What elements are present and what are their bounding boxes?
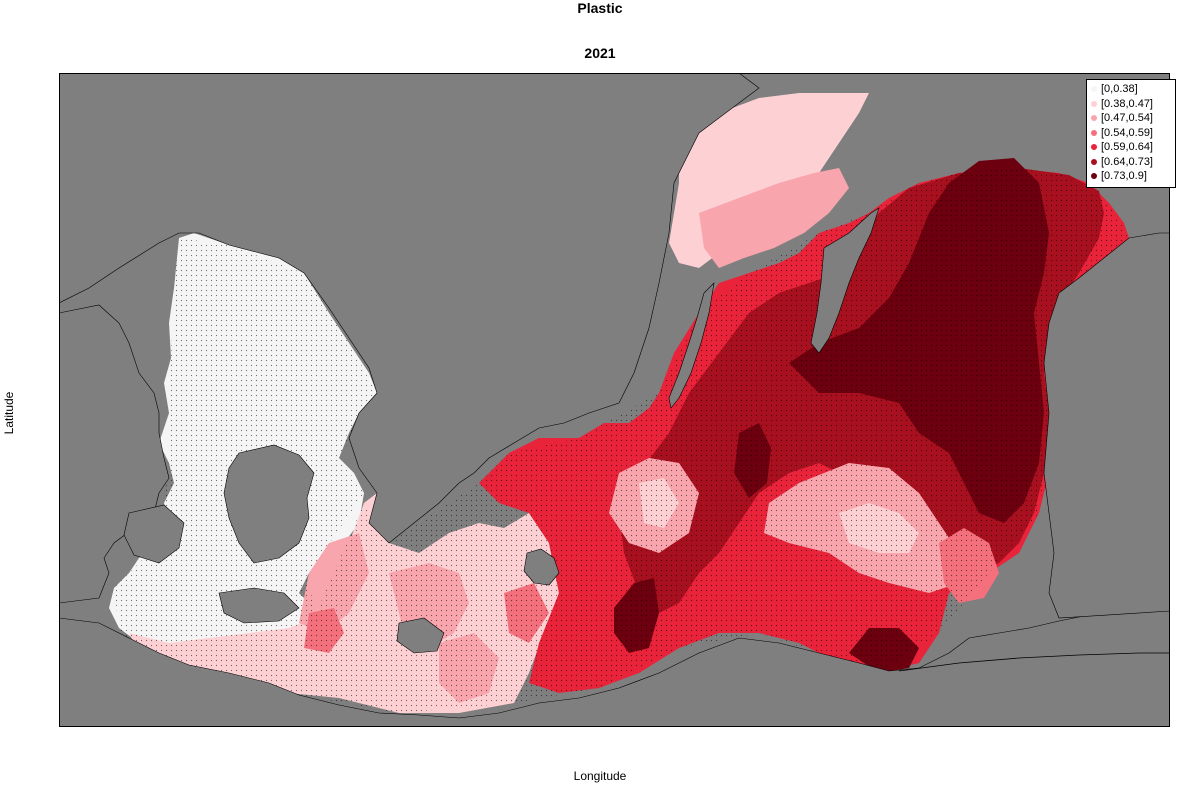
legend-swatch — [1091, 129, 1097, 136]
map-frame — [59, 73, 1170, 727]
legend-label: [0.54,0.59] — [1101, 126, 1153, 139]
map-panel — [59, 73, 1170, 727]
figure-title: Plastic — [577, 0, 623, 16]
legend-item: [0.38,0.47] — [1091, 97, 1171, 112]
legend-item: [0.47,0.54] — [1091, 111, 1171, 126]
legend: [0,0.38] [0.38,0.47] [0.47,0.54] [0.54,0.59… — [1086, 79, 1176, 188]
legend-swatch — [1091, 173, 1097, 180]
land-funen — [123, 504, 185, 564]
land-sweden — [59, 73, 760, 544]
figure-subtitle: 2021 — [584, 45, 616, 61]
legend-item: [0.54,0.59] — [1091, 126, 1171, 141]
legend-label: [0,0.38] — [1101, 83, 1138, 96]
legend-item: [0,0.38] — [1091, 82, 1171, 97]
legend-swatch — [1091, 144, 1097, 151]
y-axis-label: Latitude — [2, 391, 16, 435]
land-jutland — [59, 304, 170, 604]
legend-label: [0.38,0.47] — [1101, 97, 1153, 110]
land-zealand — [223, 444, 315, 564]
land-masses — [59, 73, 1170, 727]
border-line — [898, 652, 1170, 672]
land-oland — [668, 282, 715, 409]
land-gotland — [810, 207, 880, 354]
legend-label: [0.64,0.73] — [1101, 155, 1153, 168]
legend-item: [0.73,0.9] — [1091, 169, 1171, 184]
legend-item: [0.59,0.64] — [1091, 140, 1171, 155]
sampling-dot-texture — [114, 168, 1129, 713]
zone-north-mid — [699, 168, 849, 268]
legend-swatch — [1091, 115, 1097, 122]
land-south-coast — [59, 610, 1170, 727]
land-lolland — [218, 587, 300, 624]
land-bornholm — [523, 548, 560, 586]
legend-label: [0.47,0.54] — [1101, 112, 1153, 125]
legend-item: [0.64,0.73] — [1091, 155, 1171, 170]
legend-swatch — [1091, 100, 1097, 107]
land-rugen — [396, 617, 445, 654]
legend-label: [0.73,0.9] — [1101, 170, 1147, 183]
land-baltic-states — [1043, 232, 1170, 619]
legend-swatch — [1091, 158, 1097, 165]
legend-label: [0.59,0.64] — [1101, 141, 1153, 154]
x-axis-label: Longitude — [573, 769, 627, 783]
legend-swatch — [1091, 86, 1097, 93]
